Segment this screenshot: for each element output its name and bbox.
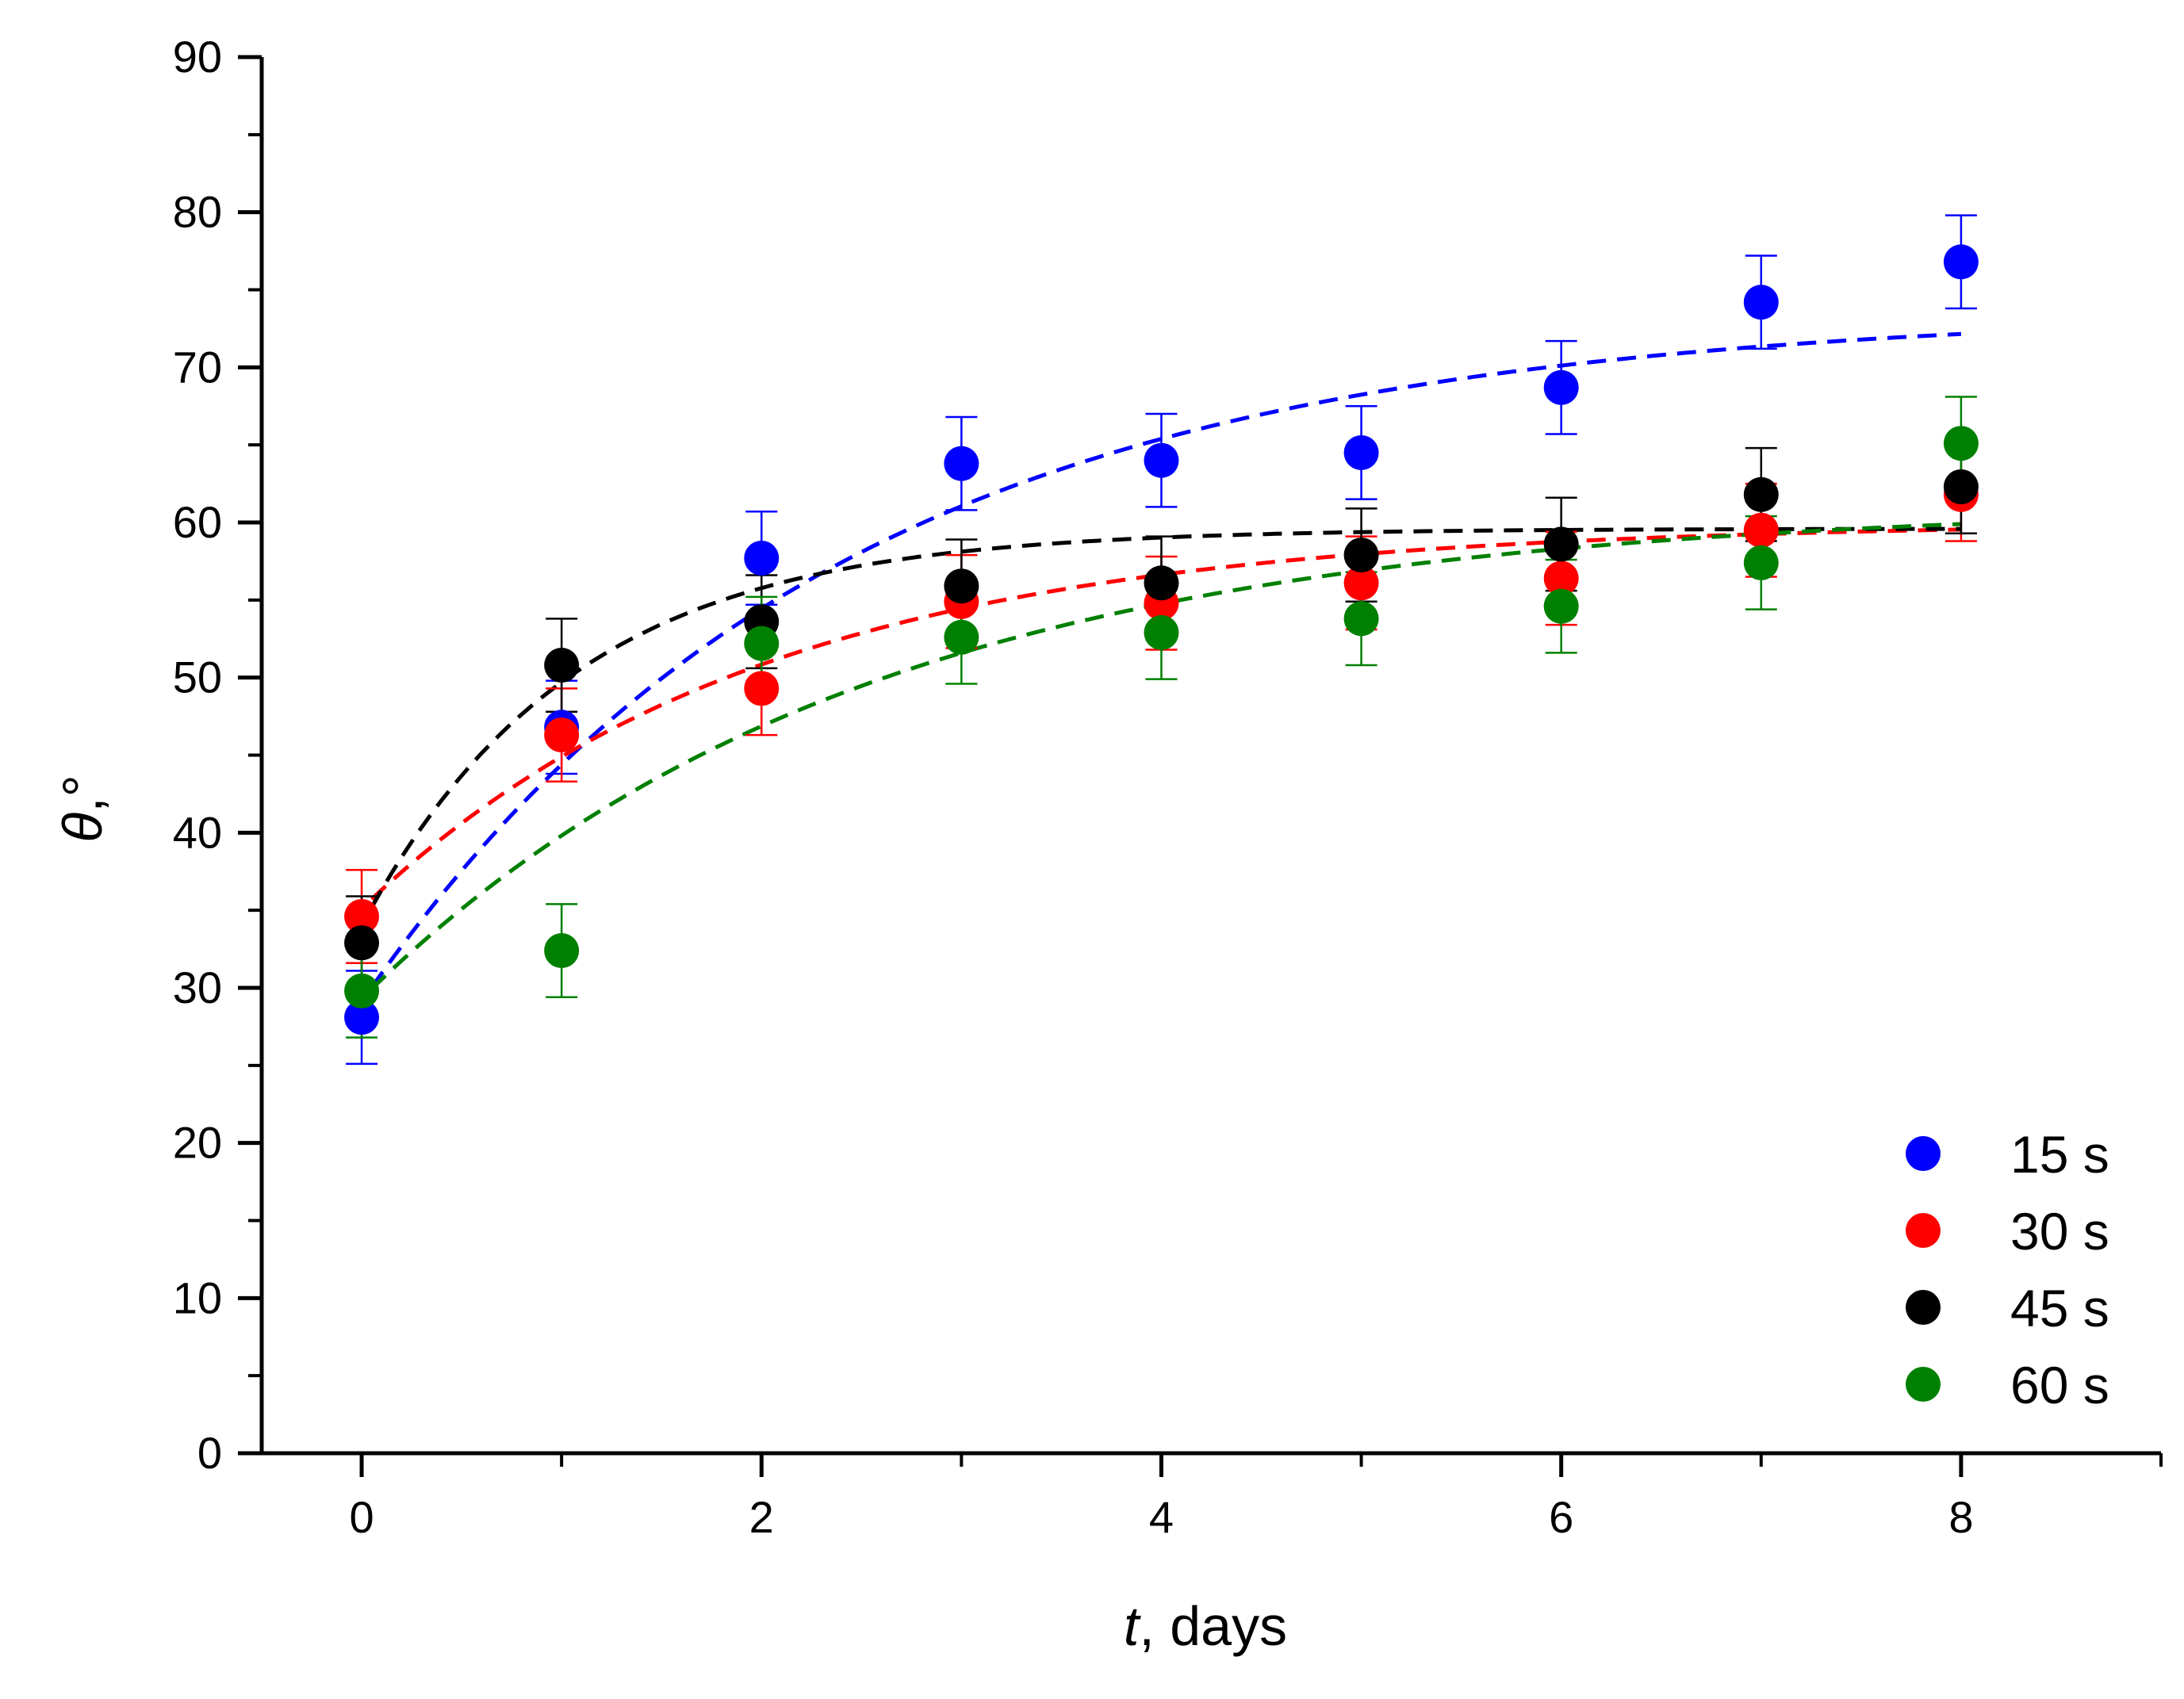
legend-marker <box>1906 1367 1941 1402</box>
legend-label: 30 s <box>2010 1202 2109 1261</box>
data-point <box>744 671 780 706</box>
fit-curve-60s <box>370 522 1961 991</box>
fit-curve-15s <box>370 331 1962 989</box>
x-axis-title: t, days <box>1124 1595 1287 1657</box>
y-tick-label: 90 <box>173 32 222 82</box>
data-point <box>944 446 979 481</box>
x-tick-label: 6 <box>1549 1492 1573 1542</box>
data-points <box>344 244 1979 1035</box>
data-point <box>1743 476 1779 512</box>
data-point <box>744 626 780 661</box>
data-point <box>1943 469 1979 504</box>
y-axis-title: θ,° <box>52 775 113 842</box>
legend-label: 60 s <box>2010 1356 2109 1414</box>
data-point <box>1343 538 1379 573</box>
legend: 15 s 30 s 45 s 60 s <box>1906 1125 2109 1414</box>
legend-marker <box>1906 1136 1941 1171</box>
data-point <box>1943 426 1979 461</box>
y-tick-label: 60 <box>173 497 222 547</box>
data-point <box>1343 434 1379 470</box>
legend-marker <box>1906 1290 1941 1325</box>
y-tick-label: 10 <box>173 1272 222 1322</box>
legend-label: 45 s <box>2010 1279 2109 1337</box>
x-tick-label: 2 <box>749 1492 774 1542</box>
data-point <box>1144 565 1179 601</box>
y-tick-label: 70 <box>173 342 222 392</box>
data-point <box>1144 442 1179 478</box>
data-point <box>1943 244 1979 280</box>
data-point <box>1543 588 1579 624</box>
data-point <box>544 933 580 969</box>
data-point <box>1543 561 1579 596</box>
data-point <box>1144 614 1179 650</box>
data-point <box>544 648 580 683</box>
data-point <box>344 925 380 961</box>
data-point <box>744 541 780 576</box>
fit-curve-45s <box>370 526 1961 909</box>
data-point <box>944 568 979 604</box>
y-tick-label: 40 <box>173 807 222 857</box>
x-tick-label: 4 <box>1149 1492 1174 1542</box>
data-point <box>1343 601 1379 637</box>
data-point <box>1343 565 1379 601</box>
data-point <box>1743 285 1779 320</box>
x-tick-label: 0 <box>349 1492 374 1542</box>
y-tick-label: 0 <box>197 1428 222 1478</box>
data-point <box>344 973 380 1008</box>
data-point <box>944 619 979 655</box>
y-tick-label: 50 <box>173 652 222 702</box>
y-tick-label: 30 <box>173 962 222 1012</box>
data-point <box>1743 512 1779 548</box>
data-point <box>344 1000 380 1035</box>
y-tick-label: 20 <box>173 1118 222 1168</box>
fit-curves <box>370 331 1962 991</box>
data-point <box>1543 526 1579 562</box>
legend-label: 15 s <box>2010 1125 2109 1184</box>
data-point <box>544 717 580 753</box>
axes: 0 10 20 30 40 50 60 70 80 90 0 2 4 6 8 <box>173 32 2163 1542</box>
data-point <box>344 898 380 934</box>
x-tick-label: 8 <box>1948 1492 1973 1542</box>
data-point <box>1743 545 1779 580</box>
y-tick-label: 80 <box>173 187 222 237</box>
legend-marker <box>1906 1213 1941 1248</box>
data-point <box>1543 369 1579 405</box>
